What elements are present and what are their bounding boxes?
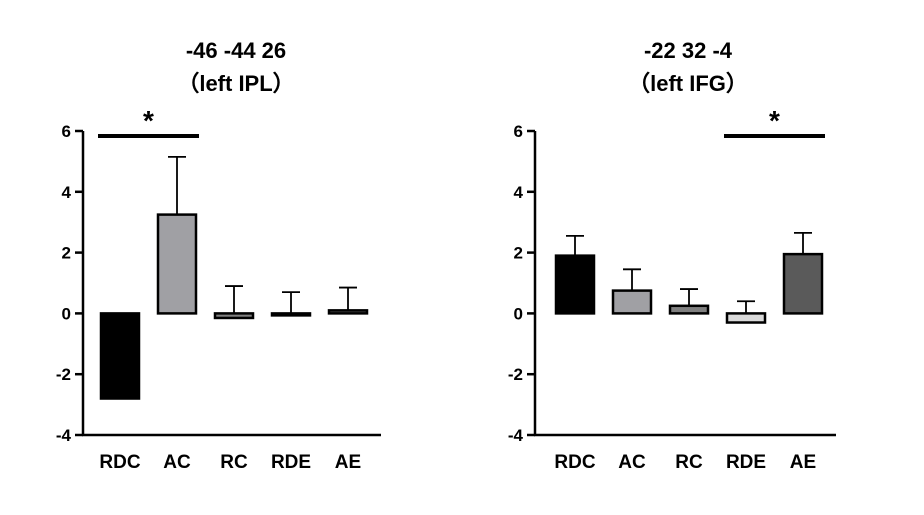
y-tick-label: 2 [514, 244, 523, 263]
chart-subtitle: （left IPL） [177, 71, 294, 96]
y-tick-label: 6 [62, 122, 71, 141]
y-tick-label: -4 [508, 426, 524, 445]
chart-title: -22 32 -4 [644, 38, 733, 63]
y-tick-label: 4 [514, 183, 524, 202]
bar-rdc [99, 312, 141, 400]
bar-rde [725, 312, 767, 324]
bar-rc [213, 312, 255, 320]
bar-rdc [554, 254, 596, 315]
panel-left-ipl: -46 -44 26 （left IPL） -4 -2 0 2 4 6 RDC AC RC RDE… [56, 38, 381, 473]
x-tick-label: RDE [726, 452, 766, 473]
x-tick-label: AE [790, 452, 816, 473]
x-tick-label: AC [618, 452, 646, 473]
y-tick-label: -4 [56, 426, 72, 445]
bar-ae [782, 252, 824, 315]
bar-ac [611, 289, 653, 315]
bar-rc [668, 304, 710, 315]
y-tick-label: 4 [62, 183, 72, 202]
x-tick-label: AE [335, 452, 361, 473]
bar-rde [270, 312, 312, 317]
x-tick-label: RDE [271, 452, 311, 473]
x-tick-label: RDC [99, 452, 140, 473]
x-tick-label: RDC [554, 452, 595, 473]
x-tick-label: RC [220, 452, 248, 473]
significance-star: * [143, 105, 154, 136]
x-tick-label: RC [675, 452, 703, 473]
chart-subtitle: （left IFG） [628, 71, 748, 96]
y-tick-label: -2 [508, 365, 523, 384]
y-tick-label: 0 [514, 304, 523, 323]
y-tick-label: 2 [62, 244, 71, 263]
y-tick-label: 0 [62, 304, 71, 323]
panel-left-ifg: -22 32 -4 （left IFG） -4 -2 0 2 4 6 RDC AC RC RDE A… [508, 38, 836, 473]
x-tick-label: AC [163, 452, 191, 473]
chart-title: -46 -44 26 [186, 38, 286, 63]
bar-ac [156, 213, 198, 315]
y-tick-label: 6 [514, 122, 523, 141]
significance-star: * [769, 105, 780, 136]
bar-ae [327, 309, 369, 315]
y-tick-label: -2 [56, 365, 71, 384]
